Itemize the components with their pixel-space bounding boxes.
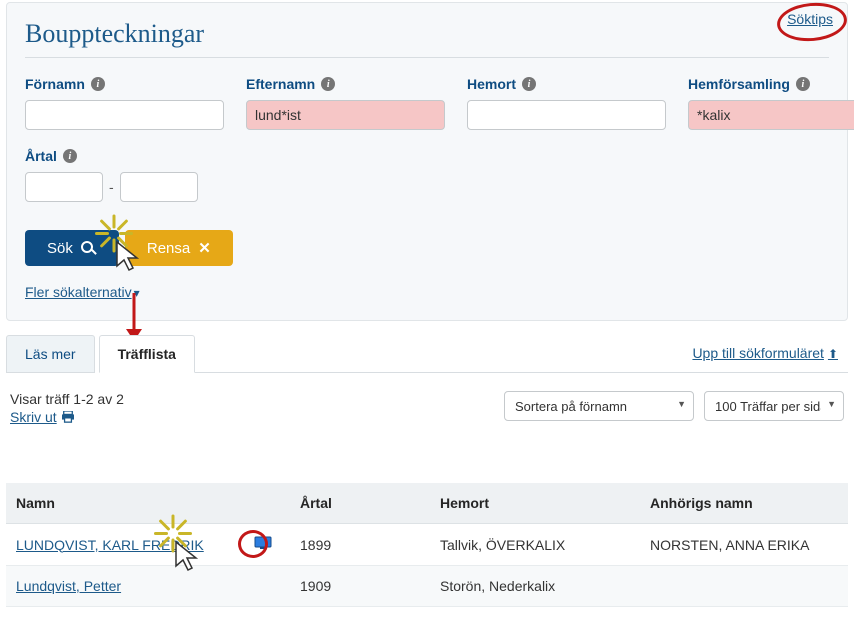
tabs-row: Läs mer Träfflista Upp till sökformuläre… <box>6 335 848 373</box>
results-table: Namn Årtal Hemort Anhörigs namn LUNDQVIS… <box>6 483 848 607</box>
more-options-link[interactable]: Fler sökalternativ▾ <box>25 284 140 300</box>
col-anhorig: Anhörigs namn <box>640 483 848 524</box>
label-hemforsamling-text: Hemförsamling <box>688 76 790 92</box>
chevron-down-icon: ▾ <box>134 286 140 300</box>
input-year-to[interactable] <box>120 172 198 202</box>
label-efternamn: Efternamn i <box>246 76 445 92</box>
table-row: LUNDQVIST, KARL FREDRIK <box>6 524 848 566</box>
label-artal-text: Årtal <box>25 148 57 164</box>
field-hemforsamling: Hemförsamling i <box>688 76 854 130</box>
form-row-1: Förnamn i Efternamn i Hemort i Hemförsam… <box>25 76 829 130</box>
cell-hemort: Tallvik, ÖVERKALIX <box>430 524 640 566</box>
rensa-button[interactable]: Rensa ✕ <box>125 230 233 266</box>
cell-hemort: Storön, Nederkalix <box>430 566 640 607</box>
button-row: Sök Rensa ✕ <box>25 230 829 266</box>
input-efternamn[interactable] <box>246 100 445 130</box>
label-fornamn: Förnamn i <box>25 76 224 92</box>
label-hemort: Hemort i <box>467 76 666 92</box>
field-hemort: Hemort i <box>467 76 666 130</box>
input-hemort[interactable] <box>467 100 666 130</box>
arrow-up-icon: ⬆ <box>828 347 838 361</box>
input-hemforsamling[interactable] <box>688 100 854 130</box>
sort-select-wrap: Sortera på förnamn <box>504 391 694 421</box>
cell-artal: 1909 <box>290 566 430 607</box>
print-link-text: Skriv ut <box>10 409 57 425</box>
col-artal: Årtal <box>290 483 430 524</box>
search-icon <box>81 240 97 257</box>
cell-image <box>236 524 290 566</box>
print-link[interactable]: Skriv ut <box>10 409 75 425</box>
name-link[interactable]: Lundqvist, Petter <box>16 578 121 594</box>
info-icon[interactable]: i <box>522 77 536 91</box>
year-dash: - <box>109 179 114 195</box>
cell-namn: Lundqvist, Petter <box>6 566 236 607</box>
cell-namn: LUNDQVIST, KARL FREDRIK <box>6 524 236 566</box>
perpage-select[interactable]: 100 Träffar per sida <box>704 391 844 421</box>
cell-artal: 1899 <box>290 524 430 566</box>
meta-row: Visar träff 1-2 av 2 Skriv ut Sortera på… <box>10 391 844 425</box>
table-row: Lundqvist, Petter 1909 Storön, Nederkali… <box>6 566 848 607</box>
upp-link[interactable]: Upp till sökformuläret ⬆ <box>692 345 838 361</box>
label-fornamn-text: Förnamn <box>25 76 85 92</box>
col-image <box>236 483 290 524</box>
page-title: Bouppteckningar <box>25 19 829 58</box>
sok-button-label: Sök <box>47 240 73 257</box>
perpage-select-wrap: 100 Träffar per sida <box>704 391 844 421</box>
tab-las-mer[interactable]: Läs mer <box>6 335 95 373</box>
input-year-from[interactable] <box>25 172 103 202</box>
upp-link-text: Upp till sökformuläret <box>692 345 824 361</box>
more-options-text: Fler sökalternativ <box>25 284 132 300</box>
table-header-row: Namn Årtal Hemort Anhörigs namn <box>6 483 848 524</box>
name-link[interactable]: LUNDQVIST, KARL FREDRIK <box>16 537 204 553</box>
input-fornamn[interactable] <box>25 100 224 130</box>
label-artal: Årtal i <box>25 148 225 164</box>
col-hemort: Hemort <box>430 483 640 524</box>
info-icon[interactable]: i <box>796 77 810 91</box>
meta-left: Visar träff 1-2 av 2 Skriv ut <box>10 391 124 425</box>
info-icon[interactable]: i <box>63 149 77 163</box>
field-efternamn: Efternamn i <box>246 76 445 130</box>
result-count: Visar träff 1-2 av 2 <box>10 391 124 407</box>
rensa-button-label: Rensa <box>147 240 190 257</box>
info-icon[interactable]: i <box>91 77 105 91</box>
tabs-underline <box>195 372 848 373</box>
selects-group: Sortera på förnamn 100 Träffar per sida <box>504 391 844 421</box>
print-icon <box>61 411 75 423</box>
label-efternamn-text: Efternamn <box>246 76 315 92</box>
label-hemort-text: Hemort <box>467 76 516 92</box>
sok-button[interactable]: Sök <box>25 230 119 266</box>
tab-trafflista[interactable]: Träfflista <box>99 335 195 373</box>
year-range-row: - <box>25 172 225 202</box>
label-hemforsamling: Hemförsamling i <box>688 76 854 92</box>
field-artal: Årtal i - <box>25 148 225 202</box>
col-namn: Namn <box>6 483 236 524</box>
close-icon: ✕ <box>198 239 211 257</box>
monitor-icon[interactable] <box>254 536 272 550</box>
soktips-link[interactable]: Söktips <box>787 11 833 27</box>
cell-image <box>236 566 290 607</box>
field-fornamn: Förnamn i <box>25 76 224 130</box>
cell-anhorig: NORSTEN, ANNA ERIKA <box>640 524 848 566</box>
info-icon[interactable]: i <box>321 77 335 91</box>
sort-select[interactable]: Sortera på förnamn <box>504 391 694 421</box>
cell-anhorig <box>640 566 848 607</box>
search-panel: Söktips Bouppteckningar Förnamn i Eftern… <box>6 2 848 321</box>
